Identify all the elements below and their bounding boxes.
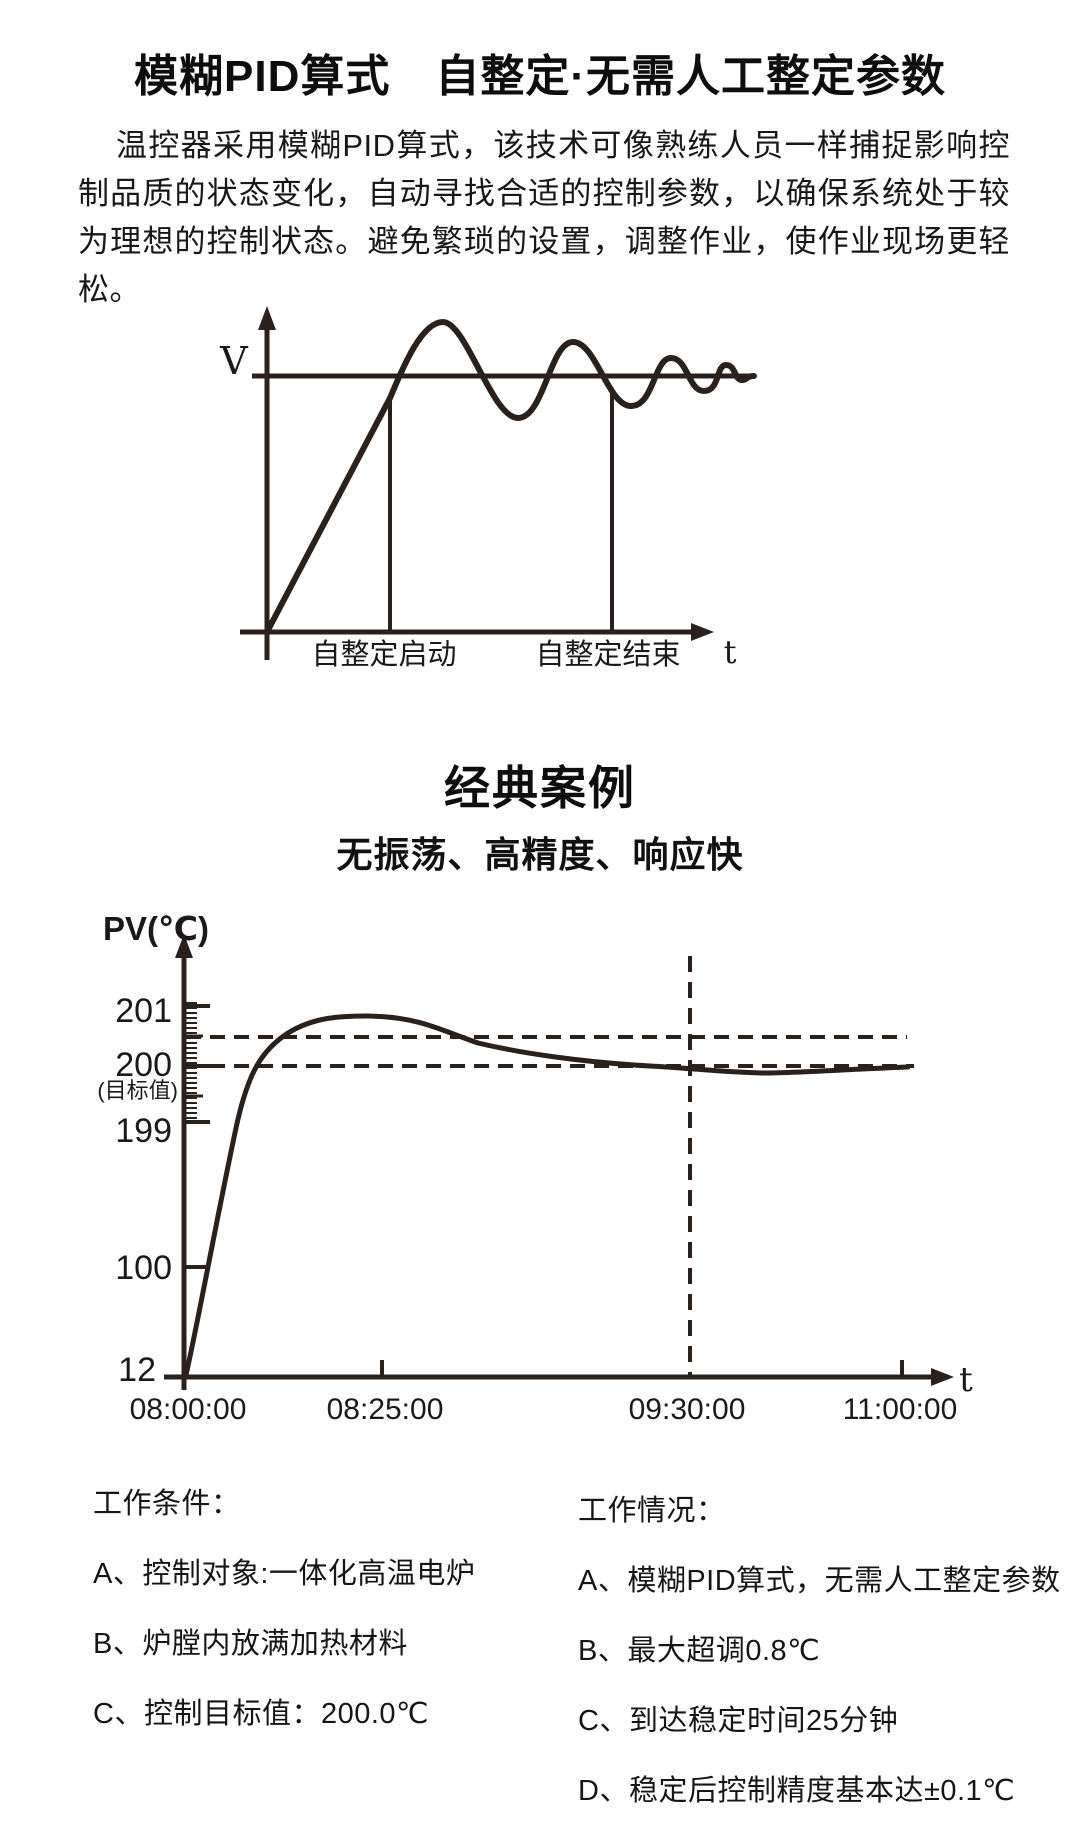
- case-xlabel-082500: 08:25:00: [327, 1393, 444, 1426]
- condition-item-a: A、控制对象:一体化高温电炉: [93, 1558, 476, 1590]
- case-ylabel-12: 12: [118, 1351, 156, 1389]
- case-ylabel-200: 200: [115, 1046, 172, 1084]
- case-xlabel-093000: 09:30:00: [629, 1393, 746, 1426]
- condition-item-c: C、控制目标值：200.0℃: [93, 1698, 430, 1730]
- working-conditions-list: 工作条件： A、控制对象:一体化高温电炉 B、炉膛内放满加热材料 C、控制目标值…: [93, 1480, 475, 1760]
- case-title: 经典案例: [444, 762, 636, 814]
- working-conditions-heading: 工作条件：: [93, 1488, 241, 1520]
- result-item-d: D、稳定后控制精度基本达±0.1℃: [578, 1775, 1016, 1807]
- tuning-start-label: 自整定启动: [311, 637, 456, 671]
- working-results-list: 工作情况： A、模糊PID算式，无需人工整定参数 B、最大超调0.8℃ C、到达…: [578, 1487, 1061, 1837]
- case-t-label: t: [959, 1360, 973, 1400]
- page-title: 模糊PID算式 自整定·无需人工整定参数: [134, 52, 946, 101]
- working-results-heading: 工作情况：: [578, 1495, 726, 1527]
- tuning-x-axis-arrow-icon: [691, 623, 714, 641]
- intro-paragraph: 温控器采用模糊PID算式，该技术可像熟练人员一样捕捉影响控制品质的状态变化，自动…: [78, 128, 1010, 307]
- case-xlabel-080000: 08:00:00: [130, 1393, 247, 1426]
- tuning-end-label: 自整定结束: [535, 637, 680, 671]
- case-xlabel-110000: 11:00:00: [843, 1393, 958, 1426]
- case-ylabel-199: 199: [115, 1112, 172, 1150]
- result-item-b: B、最大超调0.8℃: [578, 1635, 821, 1667]
- tuning-v-label: V: [219, 339, 248, 383]
- tuning-t-label: t: [724, 633, 737, 671]
- case-ylabel-201: 201: [115, 992, 172, 1030]
- case-target-note: (目标值): [97, 1078, 178, 1103]
- case-y-axis-arrow-icon: [175, 934, 193, 958]
- tuning-ramp-curve: [264, 395, 393, 635]
- condition-item-b: B、炉膛内放满加热材料: [93, 1628, 408, 1660]
- result-item-c: C、到达稳定时间25分钟: [578, 1705, 899, 1737]
- result-item-a: A、模糊PID算式，无需人工整定参数: [578, 1565, 1061, 1597]
- case-y-axis-title: PV(℃): [103, 910, 209, 947]
- tuning-oscillation-curve: [387, 319, 757, 421]
- case-x-axis-arrow-icon: [931, 1368, 954, 1386]
- case-ylabel-100: 100: [115, 1249, 172, 1287]
- case-subtitle: 无振荡、高精度、响应快: [336, 834, 744, 875]
- case-pv-curve: [183, 1013, 911, 1378]
